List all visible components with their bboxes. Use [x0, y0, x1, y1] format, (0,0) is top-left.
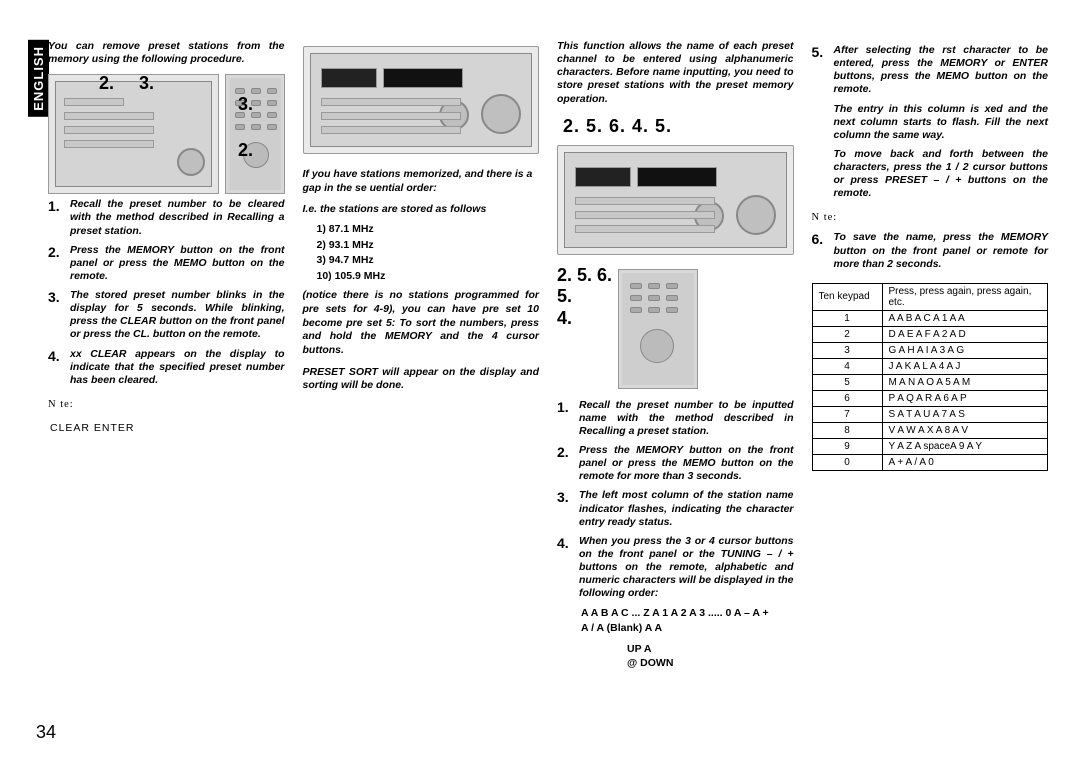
table-row: 9Y A Z A spaceA 9 A Y [812, 438, 1048, 454]
col2-intro: If you have stations memorized, and ther… [303, 168, 540, 195]
step-text: The stored preset number blinks in the d… [70, 289, 285, 342]
step-num: 4. [48, 348, 70, 387]
col3-steps: 1.Recall the preset number to be inputte… [557, 399, 794, 607]
content-columns: You can remove preset stations from the … [48, 40, 1048, 671]
table-header: Press, press again, press again, etc. [882, 283, 1048, 310]
column-3: This function allows the name of each pr… [557, 40, 794, 671]
step-text: Press the MEMORY button on the front pan… [70, 244, 285, 283]
char-line: A A B A C ... Z A 1 A 2 A 3 ..... 0 A – … [581, 606, 794, 621]
table-row: 0A + A / A 0 [812, 454, 1048, 470]
col3-receiver [557, 145, 794, 255]
column-4: 5.After selecting the rst character to b… [812, 40, 1049, 671]
step-text: Press the MEMORY button on the front pan… [579, 444, 794, 483]
col1-steps: 1.Recall the preset number to be cleared… [48, 198, 285, 393]
step-text: The left most column of the station name… [579, 489, 794, 528]
callout: 5. [557, 286, 612, 308]
table-row: 1A A B A C A 1 A A [812, 310, 1048, 326]
freq-item: 2) 93.1 MHz [317, 239, 540, 253]
step-text: To save the name, press the MEMORY butto… [834, 231, 1049, 270]
table-row: 5M A N A O A 5 A M [812, 374, 1048, 390]
col2-body1: (notice there is no stations programmed … [303, 289, 540, 357]
callout: 2. [238, 140, 253, 161]
step-num: 5. [812, 44, 834, 200]
column-2: If you have stations memorized, and ther… [303, 40, 540, 671]
callouts-top: 2. 5. 6. 4. 5. [563, 116, 794, 137]
step-num: 3. [557, 489, 579, 528]
note-label: N te: [48, 399, 285, 410]
step-num: 1. [557, 399, 579, 438]
col3-remote [618, 269, 698, 389]
step-text: xx CLEAR appears on the display to indic… [70, 348, 285, 387]
col4-step6: 6. To save the name, press the MEMORY bu… [812, 231, 1049, 276]
receiver-illustration: 2. 3. [48, 74, 219, 194]
step-text: Recall the preset number to be cleared w… [70, 198, 285, 237]
language-tab: ENGLISH [28, 40, 49, 117]
step-num: 2. [557, 444, 579, 483]
char-line: @ DOWN [627, 656, 794, 671]
callouts-side: 2. 5. 6.5.4. [557, 265, 612, 330]
note-label: N te: [812, 212, 1049, 223]
col1-intro: You can remove preset stations from the … [48, 40, 285, 66]
step-num: 4. [557, 535, 579, 601]
table-header: Ten keypad [812, 283, 882, 310]
table-row: 6P A Q A R A 6 A P [812, 390, 1048, 406]
step-num: 1. [48, 198, 70, 237]
step-text: Recall the preset number to be inputted … [579, 399, 794, 438]
note-body: CLEAR ENTER [50, 422, 285, 436]
table-row: 2D A E A F A 2 A D [812, 326, 1048, 342]
col4-steps: 5.After selecting the rst character to b… [812, 44, 1049, 206]
freq-item: 3) 94.7 MHz [317, 254, 540, 268]
col3-remote-block: 2. 5. 6.5.4. [557, 265, 794, 389]
table-row: 7S A T A U A 7 A S [812, 406, 1048, 422]
step-num: 6. [812, 231, 834, 270]
char-line: UP A [627, 642, 794, 657]
col2-figure [303, 46, 540, 154]
callout: 2. [99, 73, 114, 94]
step-text: After selecting the rst character to be … [834, 44, 1049, 200]
table-row: 8V A W A X A 8 A V [812, 422, 1048, 438]
table-row: 3G A H A I A 3 A G [812, 342, 1048, 358]
remote-illustration [225, 74, 285, 194]
callout: 3. [238, 94, 253, 115]
col1-figure: 2. 3. [48, 74, 285, 194]
page-number: 34 [36, 722, 56, 743]
step-num: 2. [48, 244, 70, 283]
freq-item: 1) 87.1 MHz [317, 223, 540, 237]
col2-sub: I.e. the stations are stored as follows [303, 203, 540, 217]
callout: 2. 5. 6. [557, 265, 612, 287]
char-line: A / A (Blank) A A [581, 621, 794, 636]
step-text: When you press the 3 or 4 cursor buttons… [579, 535, 794, 601]
table-row: 4J A K A L A 4 A J [812, 358, 1048, 374]
callout: 4. [557, 308, 612, 330]
keypad-table: Ten keypad Press, press again, press aga… [812, 283, 1049, 471]
col3-intro: This function allows the name of each pr… [557, 40, 794, 106]
column-1: You can remove preset stations from the … [48, 40, 285, 671]
callout: 3. [139, 73, 154, 94]
step-num: 3. [48, 289, 70, 342]
col2-body2: PRESET SORT will appear on the display a… [303, 366, 540, 393]
freq-item: 10) 105.9 MHz [317, 270, 540, 284]
